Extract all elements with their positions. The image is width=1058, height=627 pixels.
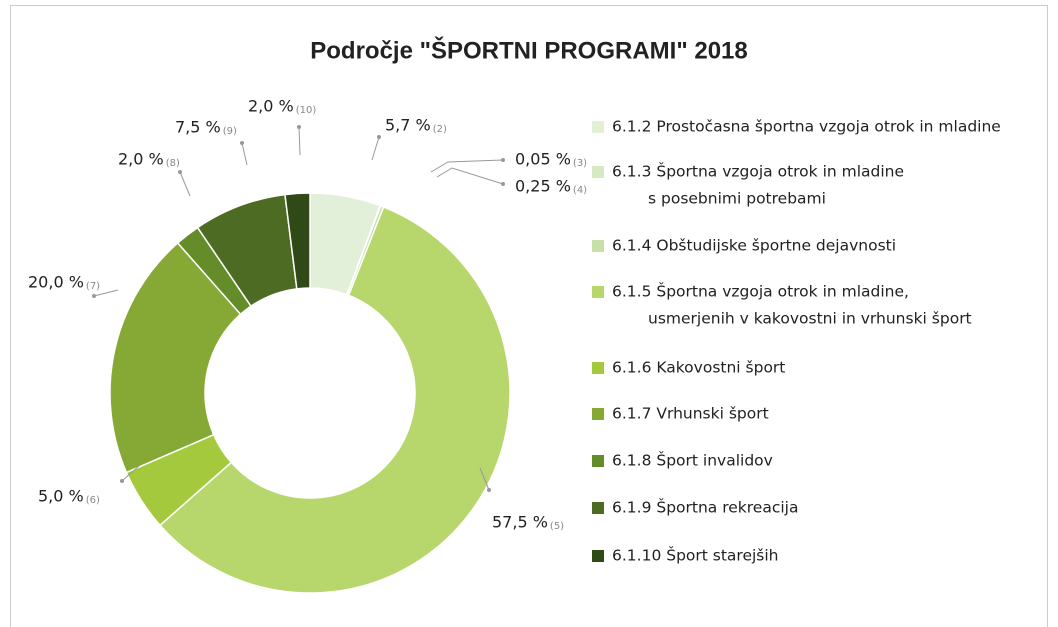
leader-dot xyxy=(487,488,491,492)
legend-swatch xyxy=(592,166,604,178)
legend-label: 6.1.2 Prostočasna športna vzgoja otrok i… xyxy=(612,118,1001,136)
donut-slice xyxy=(158,206,511,594)
leader-dot xyxy=(501,182,505,186)
donut-slice xyxy=(109,241,242,474)
leader-dot xyxy=(377,135,381,139)
data-label-index: (4) xyxy=(573,185,587,196)
leader-dot xyxy=(120,479,124,483)
data-label: 5,7 % xyxy=(385,116,431,135)
legend-label: 6.1.7 Vrhunski šport xyxy=(612,405,769,423)
leader-dot xyxy=(297,125,301,129)
legend-label: usmerjenih v kakovostni in vrhunski špor… xyxy=(648,310,972,328)
data-label: 7,5 % xyxy=(175,118,221,137)
data-label-index: (10) xyxy=(296,105,317,116)
chart-title: Področje "ŠPORTNI PROGRAMI" 2018 xyxy=(310,36,748,64)
data-label-index: (5) xyxy=(550,521,564,532)
leader-line xyxy=(121,464,141,482)
data-label: 2,0 % xyxy=(118,150,164,169)
data-label-index: (3) xyxy=(573,158,587,169)
data-label: 57,5 % xyxy=(492,513,548,532)
leader-line xyxy=(298,126,301,156)
data-label: 5,0 % xyxy=(38,487,84,506)
legend-swatch xyxy=(592,455,604,467)
legend-label: 6.1.6 Kakovostni šport xyxy=(612,359,785,377)
data-label-index: (7) xyxy=(86,281,100,292)
data-label: 0,25 % xyxy=(515,177,571,196)
legend-label: 6.1.4 Obštudijske športne dejavnosti xyxy=(612,237,896,255)
leader-line xyxy=(479,467,490,491)
leader-line xyxy=(436,167,504,185)
legend-swatch xyxy=(592,240,604,252)
leader-line xyxy=(241,142,248,166)
leader-dot xyxy=(178,170,182,174)
legend-label: 6.1.8 Šport invalidov xyxy=(612,451,773,470)
legend-swatch xyxy=(592,550,604,562)
leader-dot xyxy=(501,158,505,162)
legend-label: 6.1.10 Šport starejših xyxy=(612,546,779,565)
leader-line xyxy=(93,289,119,297)
leader-line xyxy=(430,159,504,173)
legend-swatch xyxy=(592,121,604,133)
data-label: 20,0 % xyxy=(28,273,84,292)
legend-swatch xyxy=(592,362,604,374)
data-label-index: (6) xyxy=(86,495,100,506)
data-label-index: (8) xyxy=(166,158,180,169)
donut-slice xyxy=(284,192,311,290)
legend-swatch xyxy=(592,502,604,514)
data-label: 2,0 % xyxy=(248,97,294,116)
leader-line xyxy=(179,171,191,197)
legend-label: s posebnimi potrebami xyxy=(648,190,826,208)
data-label: 0,05 % xyxy=(515,150,571,169)
legend-label: 6.1.9 Športna rekreacija xyxy=(612,498,798,517)
legend-swatch xyxy=(592,286,604,298)
leader-line xyxy=(371,136,380,161)
leader-dot xyxy=(92,294,96,298)
legend-swatch xyxy=(592,408,604,420)
data-label-index: (2) xyxy=(433,124,447,135)
legend-label: 6.1.5 Športna vzgoja otrok in mladine, xyxy=(612,282,909,301)
legend-label: 6.1.3 Športna vzgoja otrok in mladine xyxy=(612,162,904,181)
data-label-index: (9) xyxy=(223,126,237,137)
leader-dot xyxy=(240,141,244,145)
